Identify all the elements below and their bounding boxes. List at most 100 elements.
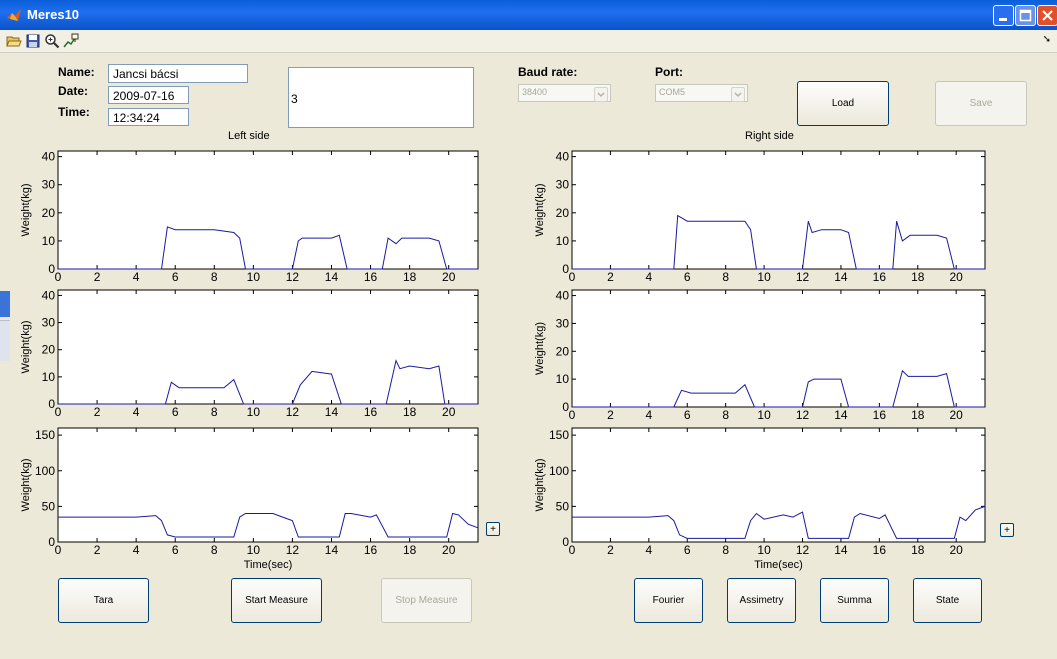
y-tick-label: 30 <box>42 178 56 192</box>
minimize-button[interactable] <box>993 5 1014 26</box>
y-tick-label: 40 <box>556 289 570 303</box>
y-axis-label: Weight(kg) <box>20 321 32 374</box>
weight-trace <box>572 505 986 539</box>
x-tick-label: 10 <box>757 270 771 284</box>
window-title: Meres10 <box>27 7 80 22</box>
note-field[interactable]: 3 <box>288 67 474 128</box>
baud-rate-select: 38400 <box>518 84 611 102</box>
summa-button[interactable]: Summa <box>820 578 889 623</box>
x-tick-label: 8 <box>722 543 729 557</box>
right-expand-button[interactable]: + <box>1000 523 1014 537</box>
title-bar: Meres10 <box>0 0 1057 30</box>
plot-area <box>571 427 986 543</box>
y-tick-label: 10 <box>556 234 570 248</box>
left-expand-button[interactable]: + <box>486 522 500 536</box>
x-tick-label: 14 <box>834 543 848 557</box>
x-tick-label: 0 <box>569 408 576 422</box>
x-tick-label: 8 <box>722 408 729 422</box>
x-tick-label: 4 <box>133 270 140 284</box>
port-label: Port: <box>655 65 683 79</box>
port-select: COM5 <box>655 84 748 102</box>
y-tick-label: 20 <box>556 206 570 220</box>
y-tick-label: 0 <box>562 400 569 414</box>
x-axis-label: Time(sec) <box>754 559 802 571</box>
name-field[interactable]: Jancsi bácsi <box>108 64 248 83</box>
y-axis-label: Weight(kg) <box>20 184 32 237</box>
zoom-icon[interactable] <box>44 33 60 49</box>
x-tick-label: 4 <box>133 405 140 419</box>
y-axis-label: Weight(kg) <box>534 459 546 512</box>
x-tick-label: 4 <box>645 270 652 284</box>
x-tick-label: 10 <box>247 405 261 419</box>
y-tick-label: 0 <box>562 535 569 549</box>
chevron-down-icon <box>731 87 745 102</box>
right-side-title: Right side <box>745 130 794 142</box>
y-tick-label: 30 <box>556 178 570 192</box>
y-tick-label: 150 <box>35 428 55 442</box>
external-panel-edge-lower <box>0 320 10 361</box>
x-axis-label: Time(sec) <box>244 559 292 571</box>
weight-trace <box>58 226 478 270</box>
x-tick-label: 8 <box>211 405 218 419</box>
x-tick-label: 16 <box>364 405 378 419</box>
y-axis-label: Weight(kg) <box>534 184 546 237</box>
x-tick-label: 20 <box>442 543 456 557</box>
assimetry-button[interactable]: Assimetry <box>727 578 796 623</box>
close-button[interactable] <box>1037 5 1057 26</box>
matlab-icon <box>7 9 21 21</box>
port-value: COM5 <box>659 87 686 97</box>
external-panel-edge <box>0 291 10 317</box>
x-tick-label: 12 <box>796 270 810 284</box>
chart-2: 0 2 4 6 8 10 12 14 16 18 20 0 10 20 30 40 Weight(kg) <box>20 288 479 419</box>
x-tick-label: 12 <box>286 543 300 557</box>
maximize-button[interactable] <box>1015 5 1036 26</box>
save-icon[interactable] <box>25 33 41 49</box>
chart-4: 0 2 4 6 8 10 12 14 16 18 20 0 10 20 30 40 Weight(kg) <box>534 150 986 284</box>
state-button[interactable]: State <box>913 578 982 623</box>
x-tick-label: 14 <box>325 405 339 419</box>
x-tick-label: 16 <box>873 270 887 284</box>
x-tick-label: 0 <box>55 405 62 419</box>
tara-button[interactable]: Tara <box>58 578 149 623</box>
y-tick-label: 0 <box>562 262 569 276</box>
x-tick-label: 4 <box>645 543 652 557</box>
x-tick-label: 16 <box>364 543 378 557</box>
start-measure-button[interactable]: Start Measure <box>231 578 322 623</box>
weight-trace <box>572 369 985 408</box>
x-tick-label: 20 <box>950 543 964 557</box>
plot-area <box>57 289 479 405</box>
x-tick-label: 0 <box>569 543 576 557</box>
baud-rate-value: 38400 <box>522 87 548 97</box>
toolbar-overflow-icon[interactable]: ➘ <box>1042 34 1051 45</box>
fourier-button[interactable]: Fourier <box>634 578 703 623</box>
y-tick-label: 0 <box>48 397 55 411</box>
chart-6: 0 2 4 6 8 10 12 14 16 18 20 0 50 100 150 Weight(kg) Time… <box>534 427 986 571</box>
x-tick-label: 2 <box>94 270 101 284</box>
x-tick-label: 4 <box>133 543 140 557</box>
save-button: Save <box>935 81 1027 126</box>
x-tick-label: 16 <box>364 270 378 284</box>
x-tick-label: 0 <box>569 270 576 284</box>
x-tick-label: 18 <box>403 270 417 284</box>
y-tick-label: 40 <box>556 150 570 164</box>
x-tick-label: 2 <box>607 543 614 557</box>
y-tick-label: 40 <box>42 288 56 302</box>
data-cursor-icon[interactable] <box>63 33 79 49</box>
y-tick-label: 10 <box>42 370 56 384</box>
date-field[interactable]: 2009-07-16 <box>108 86 189 104</box>
x-tick-label: 18 <box>911 543 925 557</box>
minimize-icon <box>999 18 1007 21</box>
y-tick-label: 0 <box>48 262 55 276</box>
x-tick-label: 0 <box>55 543 62 557</box>
chart-1: 0 2 4 6 8 10 12 14 16 18 20 0 10 20 30 40 Weight(kg) <box>20 150 479 284</box>
x-tick-label: 16 <box>873 408 887 422</box>
x-tick-label: 4 <box>645 408 652 422</box>
x-tick-label: 6 <box>684 408 691 422</box>
time-field[interactable]: 12:34:24 <box>108 108 189 126</box>
y-axis-label: Weight(kg) <box>20 459 32 512</box>
load-button[interactable]: Load <box>797 81 889 126</box>
x-tick-label: 8 <box>211 270 218 284</box>
open-folder-icon[interactable] <box>6 33 22 49</box>
y-tick-label: 20 <box>556 344 570 358</box>
x-tick-label: 2 <box>94 543 101 557</box>
